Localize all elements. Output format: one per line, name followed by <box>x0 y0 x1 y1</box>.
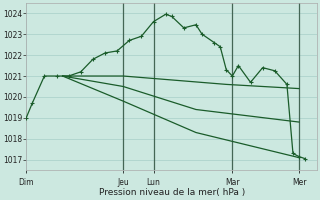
X-axis label: Pression niveau de la mer( hPa ): Pression niveau de la mer( hPa ) <box>99 188 245 197</box>
